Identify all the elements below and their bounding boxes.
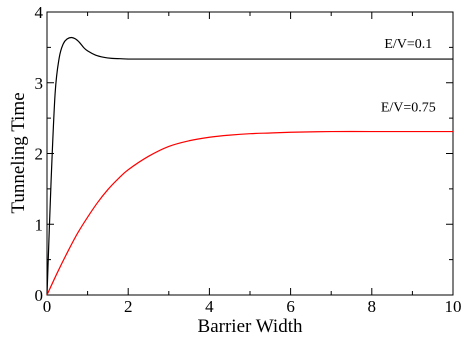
x-axis-label: Barrier Width xyxy=(198,316,303,337)
y-tick-label: 4 xyxy=(35,3,44,22)
axis-ticks xyxy=(46,11,454,296)
x-tick-label: 10 xyxy=(445,297,461,316)
plot-frame xyxy=(46,11,454,296)
tick-labels: 0 2 4 6 8 10 0 1 2 3 4 xyxy=(35,3,461,316)
x-tick-label: 6 xyxy=(286,297,295,316)
y-tick-label: 1 xyxy=(35,215,44,234)
series-group xyxy=(46,36,453,296)
x-tick-label: 4 xyxy=(205,297,214,316)
y-tick-label: 2 xyxy=(35,145,44,164)
series-annotation-0: E/V=0.1 xyxy=(384,37,432,52)
y-tick-label: 3 xyxy=(35,74,44,93)
y-tick-label: 0 xyxy=(35,286,44,305)
series-annotation-1: E/V=0.75 xyxy=(381,101,436,116)
y-axis-label: Tunneling Time xyxy=(8,92,29,213)
series-line-0 xyxy=(46,36,453,296)
x-tick-label: 2 xyxy=(124,297,133,316)
annotations: E/V=0.1 E/V=0.75 xyxy=(381,37,436,116)
x-tick-label: 8 xyxy=(368,297,377,316)
x-tick-label: 0 xyxy=(43,297,52,316)
series-line-1 xyxy=(46,130,453,296)
